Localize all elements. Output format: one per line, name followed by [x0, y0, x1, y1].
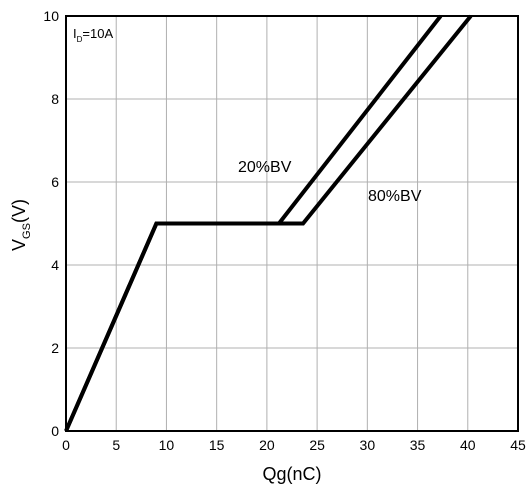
x-tick-label: 40 [460, 437, 476, 453]
test-condition-label: ID=10A [73, 26, 113, 44]
x-tick-label: 15 [209, 437, 225, 453]
y-tick-label: 4 [51, 257, 59, 273]
condition-rest: =10A [82, 26, 113, 41]
y-tick-label: 6 [51, 174, 59, 190]
series-label-80-bv: 80%BV [368, 188, 422, 205]
x-tick-label: 10 [159, 437, 175, 453]
y-axis-label-main: V [9, 239, 29, 251]
x-tick-label: 35 [410, 437, 426, 453]
x-axis-label: Qg(nC) [262, 464, 321, 484]
y-axis-label: VGS(V) [9, 199, 33, 251]
y-axis-label-sub: GS [21, 223, 33, 239]
x-tick-label: 5 [112, 437, 120, 453]
x-tick-label: 0 [62, 437, 70, 453]
y-tick-label: 8 [51, 91, 59, 107]
plot-frame [65, 15, 519, 432]
x-tick-label: 20 [259, 437, 275, 453]
x-tick-label: 30 [360, 437, 376, 453]
y-tick-label: 0 [51, 423, 59, 439]
condition-sub: D [77, 35, 83, 44]
series-lines [64, 14, 473, 432]
y-axis-label-unit: (V) [9, 199, 29, 223]
x-tick-labels: 0 5 10 15 20 25 30 35 40 45 [62, 437, 526, 453]
y-tick-label: 10 [43, 8, 59, 24]
condition-main: I [73, 26, 77, 41]
y-tick-label: 2 [51, 340, 59, 356]
x-tick-label: 45 [510, 437, 526, 453]
y-tick-labels: 0 2 4 6 8 10 [43, 8, 59, 439]
series-label-20-bv: 20%BV [238, 159, 292, 176]
series-line-1 [64, 14, 473, 432]
x-tick-label: 25 [309, 437, 325, 453]
